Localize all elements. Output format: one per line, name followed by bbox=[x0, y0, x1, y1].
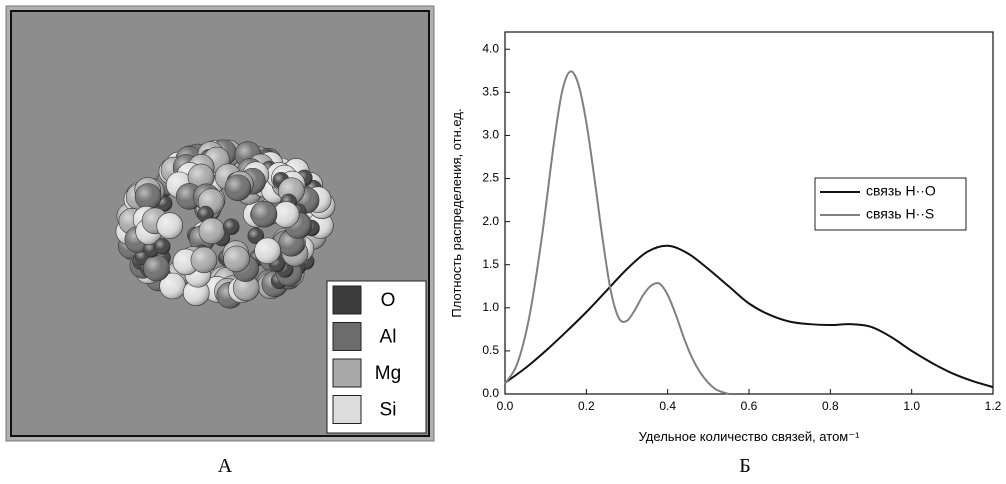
legend bbox=[814, 177, 967, 231]
x-tick-label: 0.0 bbox=[497, 399, 514, 413]
legend-label: Mg bbox=[375, 363, 401, 384]
atom-shade bbox=[223, 245, 250, 272]
panel-caption: Б bbox=[739, 455, 750, 477]
y-tick-label: 0.5 bbox=[482, 343, 499, 357]
atom-shade bbox=[224, 174, 251, 201]
x-tick-label: 1.0 bbox=[903, 399, 920, 413]
legend-label: связь H··O bbox=[866, 183, 936, 199]
y-axis-label: Плотность распределения, отн.ед. bbox=[449, 108, 464, 317]
atom-shade bbox=[143, 255, 170, 282]
y-tick-label: 3.5 bbox=[482, 85, 499, 99]
atom-shade bbox=[190, 246, 217, 273]
x-axis-label: Удельное количество связей, атом⁻¹ bbox=[639, 429, 861, 444]
legend-swatch bbox=[332, 395, 362, 424]
x-tick-label: 0.8 bbox=[822, 399, 839, 413]
atom-shade bbox=[247, 227, 264, 244]
legend-label: O bbox=[381, 290, 396, 311]
x-tick-label: 0.2 bbox=[578, 399, 595, 413]
y-tick-label: 1.5 bbox=[482, 257, 499, 271]
legend-label: связь H··S bbox=[866, 206, 934, 222]
legend-swatch bbox=[332, 358, 362, 388]
x-tick-label: 1.2 bbox=[985, 399, 1002, 413]
legend-swatch bbox=[332, 285, 362, 315]
atom-shade bbox=[187, 163, 214, 190]
legend-label: Al bbox=[380, 327, 397, 348]
y-tick-label: 4.0 bbox=[482, 41, 499, 55]
panel-caption: А bbox=[218, 455, 233, 477]
atom-shade bbox=[233, 274, 260, 301]
atom-shade bbox=[135, 183, 162, 210]
legend-label: Si bbox=[380, 400, 397, 421]
atom-shade bbox=[156, 212, 183, 239]
y-tick-label: 2.5 bbox=[482, 171, 499, 185]
x-tick-label: 0.6 bbox=[741, 399, 758, 413]
atom-shade bbox=[254, 237, 281, 264]
line-series bbox=[504, 244, 994, 389]
atom-shade bbox=[223, 218, 240, 235]
line-series bbox=[504, 70, 729, 395]
atom-shade bbox=[159, 273, 186, 300]
atom-shade bbox=[250, 201, 277, 228]
atom-shade bbox=[154, 238, 171, 255]
atom-legend-items: O Al Mg Si bbox=[332, 285, 401, 424]
y-tick-label: 2.0 bbox=[482, 214, 499, 228]
atom-cluster bbox=[115, 139, 336, 309]
y-tick-label: 3.0 bbox=[482, 128, 499, 142]
atom-shade bbox=[198, 217, 225, 244]
x-tick-label: 0.4 bbox=[659, 399, 676, 413]
legend-swatch bbox=[332, 322, 362, 351]
y-tick-label: 1.0 bbox=[482, 300, 499, 314]
y-tick-label: 0.0 bbox=[482, 386, 499, 400]
atom-shade bbox=[273, 201, 300, 228]
